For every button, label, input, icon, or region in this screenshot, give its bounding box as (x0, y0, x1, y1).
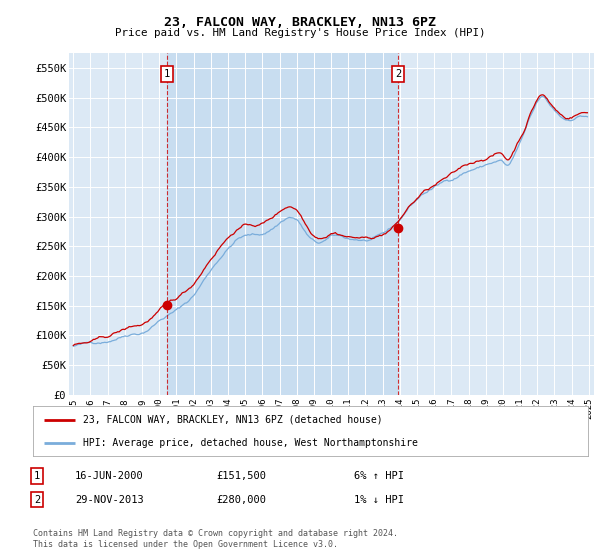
Text: £280,000: £280,000 (216, 494, 266, 505)
Text: 1% ↓ HPI: 1% ↓ HPI (354, 494, 404, 505)
Text: 29-NOV-2013: 29-NOV-2013 (75, 494, 144, 505)
Text: Contains HM Land Registry data © Crown copyright and database right 2024.
This d: Contains HM Land Registry data © Crown c… (33, 529, 398, 549)
Text: £151,500: £151,500 (216, 471, 266, 481)
Text: 23, FALCON WAY, BRACKLEY, NN13 6PZ (detached house): 23, FALCON WAY, BRACKLEY, NN13 6PZ (deta… (83, 414, 383, 424)
Text: 6% ↑ HPI: 6% ↑ HPI (354, 471, 404, 481)
Text: 2: 2 (395, 69, 401, 79)
Text: HPI: Average price, detached house, West Northamptonshire: HPI: Average price, detached house, West… (83, 438, 418, 448)
Text: 23, FALCON WAY, BRACKLEY, NN13 6PZ: 23, FALCON WAY, BRACKLEY, NN13 6PZ (164, 16, 436, 29)
Text: Price paid vs. HM Land Registry's House Price Index (HPI): Price paid vs. HM Land Registry's House … (115, 28, 485, 38)
Text: 2: 2 (34, 494, 40, 505)
Text: 16-JUN-2000: 16-JUN-2000 (75, 471, 144, 481)
Text: 1: 1 (34, 471, 40, 481)
Text: 1: 1 (164, 69, 170, 79)
Bar (167, 53, 398, 395)
